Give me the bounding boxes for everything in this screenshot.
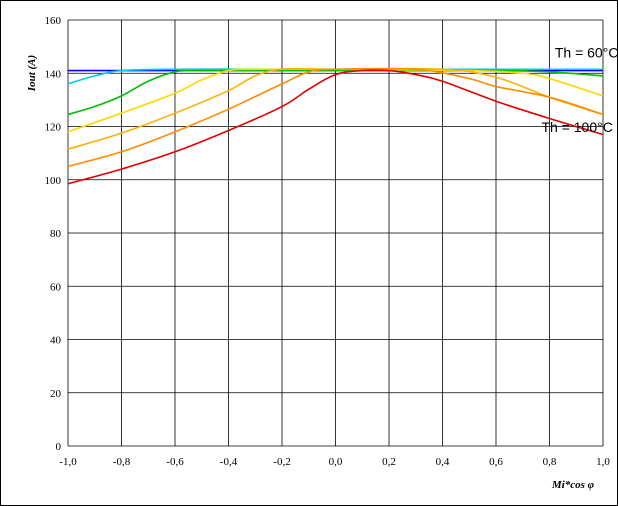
x-tick-label: 0,2 [382,456,396,468]
y-tick-label: 0 [56,441,62,453]
y-tick-label: 80 [50,228,62,240]
x-tick-label: 1,0 [596,456,610,468]
annotation-label: Th = 100°C [541,119,612,135]
series-line-5 [67,67,604,150]
y-tick-label: 40 [50,335,62,347]
x-tick-label: -0,6 [166,456,184,468]
annotation-label: Th = 60°C [555,44,618,60]
x-tick-label: 0,8 [543,456,557,468]
x-tick-label: -0,2 [273,456,290,468]
series-line-6 [67,67,604,168]
y-tick-label: 120 [45,122,62,134]
series-line-3 [67,69,604,116]
tick-labels: -1,0 -0,8 -0,6 -0,4 -0,2 0,0 0,2 0,4 0,6 0,8 1,0 0 2… [45,15,611,468]
x-tick-label: 0,6 [489,456,503,468]
y-tick-label: 160 [45,15,62,27]
x-tick-label: 0,4 [436,456,450,468]
grid [67,19,604,447]
x-axis-label: Mi*cos φ [551,479,595,491]
y-tick-label: 20 [50,388,62,400]
x-tick-label: -1,0 [59,456,77,468]
y-tick-label: 140 [45,68,62,80]
y-axis-label: Iout (A) [26,55,38,92]
y-tick-label: 60 [50,281,62,293]
x-tick-label: -0,8 [113,456,131,468]
y-tick-label: 100 [45,175,62,187]
annotations: Th = 60°C Th = 100°C [541,44,618,135]
series-group [67,67,604,185]
x-tick-label: 0,0 [329,456,343,468]
series-line-7 [67,69,604,185]
x-tick-label: -0,4 [220,456,238,468]
series-line-4 [67,68,604,133]
